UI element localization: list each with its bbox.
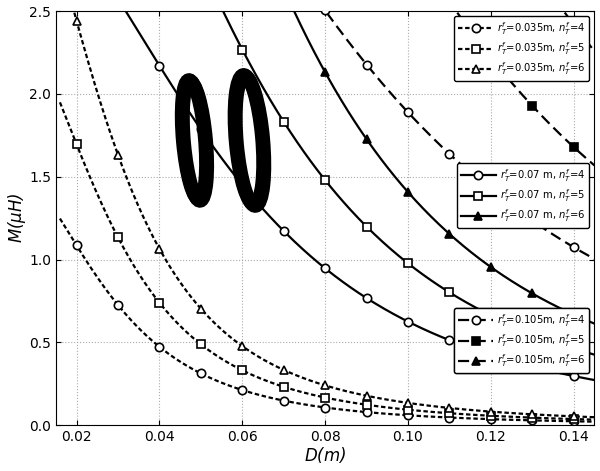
Y-axis label: $M$($\mu$H): $M$($\mu$H) — [5, 193, 28, 244]
Legend: $r_T^f$=0.105m, $n_T^f$=4, $r_T^f$=0.105m, $n_T^f$=5, $r_T^f$=0.105m, $n_T^f$=6: $r_T^f$=0.105m, $n_T^f$=4, $r_T^f$=0.105… — [454, 308, 589, 374]
X-axis label: $D$(m): $D$(m) — [304, 446, 346, 465]
